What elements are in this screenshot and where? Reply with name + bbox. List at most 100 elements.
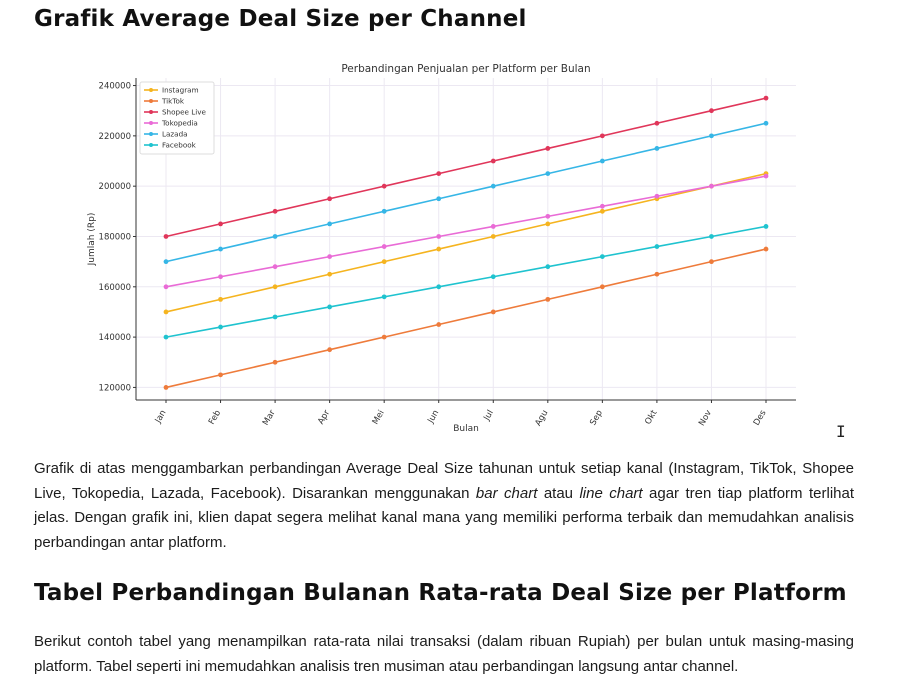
- x-tick-label-2: Mar: [261, 408, 278, 427]
- point-facebook-10: [709, 234, 714, 239]
- point-tiktok-3: [327, 347, 333, 353]
- point-facebook-7: [545, 264, 551, 270]
- point-lazada-8: [599, 158, 605, 164]
- point-tiktok-4: [381, 334, 387, 340]
- x-tick-label-0: Jan: [153, 409, 169, 426]
- point-facebook-9: [654, 244, 660, 249]
- point-facebook-11: [763, 224, 769, 229]
- desc-em-bar-chart: bar chart: [475, 484, 538, 502]
- point-instagram-4: [381, 259, 387, 265]
- point-facebook-8: [599, 254, 605, 260]
- point-tiktok-6: [490, 309, 496, 315]
- point-tiktok-5: [436, 322, 442, 327]
- point-lazada-3: [327, 221, 333, 227]
- chart-title: Perbandingan Penjualan per Platform per …: [341, 63, 590, 75]
- point-instagram-1: [218, 296, 223, 302]
- point-tiktok-8: [599, 284, 605, 290]
- chart-description: Grafik di atas menggambarkan perbandinga…: [34, 457, 854, 555]
- legend-marker-facebook: [149, 143, 153, 147]
- series-line-lazada: [165, 122, 767, 263]
- point-tiktok-2: [272, 359, 278, 365]
- point-instagram-5: [436, 246, 442, 252]
- legend-marker-lazada: [149, 132, 153, 136]
- series-line-instagram: [165, 172, 767, 313]
- point-tiktok-9: [654, 271, 660, 277]
- section-title-table: Tabel Perbandingan Bulanan Rata-rata Dea…: [34, 580, 847, 606]
- point-shopee-live-8: [599, 133, 605, 139]
- point-shopee-live-0: [163, 234, 169, 239]
- point-instagram-6: [490, 234, 496, 239]
- legend-label-tiktok: TikTok: [161, 97, 185, 106]
- point-tiktok-10: [709, 259, 714, 265]
- point-facebook-4: [381, 294, 387, 300]
- series-line-facebook: [165, 225, 767, 338]
- point-shopee-live-1: [218, 221, 223, 227]
- point-tokopedia-5: [436, 234, 442, 239]
- desc-part-1: Grafik di atas menggambarkan perbandinga…: [34, 460, 854, 502]
- legend-marker-shopee-live: [149, 110, 153, 114]
- point-facebook-3: [327, 304, 333, 310]
- point-lazada-9: [654, 146, 660, 151]
- point-lazada-4: [381, 208, 387, 214]
- point-tokopedia-0: [163, 284, 169, 290]
- section-title-chart: Grafik Average Deal Size per Channel: [34, 6, 527, 32]
- point-tokopedia-3: [327, 254, 333, 260]
- point-shopee-live-7: [545, 146, 551, 151]
- x-axis-label: Bulan: [453, 424, 479, 434]
- line-chart-svg: 120000 140000 160000 180000 200000 220000 2400…: [87, 63, 796, 434]
- point-facebook-5: [436, 284, 442, 290]
- series-line-tokopedia: [165, 175, 767, 288]
- y-tick-label-6: 240000: [99, 82, 131, 92]
- point-facebook-0: [163, 334, 169, 340]
- x-tick-label-1: Feb: [207, 409, 223, 427]
- point-shopee-live-9: [654, 120, 660, 126]
- point-tiktok-1: [218, 372, 223, 378]
- x-tick-label-6: Jul: [482, 409, 496, 424]
- text-cursor-icon: I: [836, 422, 846, 441]
- point-lazada-5: [436, 196, 442, 202]
- point-instagram-7: [545, 221, 551, 227]
- legend-marker-tiktok: [149, 99, 153, 103]
- legend-label-shopee-live: Shopee Live: [162, 108, 206, 117]
- point-tokopedia-9: [654, 193, 660, 199]
- point-lazada-11: [763, 120, 769, 126]
- x-tick-label-7: Agu: [533, 409, 550, 428]
- point-shopee-live-2: [272, 208, 278, 214]
- legend-marker-tokopedia: [149, 121, 153, 125]
- x-tick-label-10: Nov: [697, 409, 714, 428]
- point-lazada-10: [709, 133, 714, 139]
- point-tiktok-11: [763, 246, 769, 252]
- x-tick-label-9: Okt: [643, 408, 659, 427]
- y-tick-label-3: 180000: [99, 232, 131, 242]
- point-lazada-6: [490, 183, 496, 189]
- legend-label-instagram: Instagram: [162, 86, 199, 95]
- point-facebook-2: [272, 314, 278, 320]
- x-tick-label-11: Des: [752, 408, 769, 428]
- y-tick-label-4: 200000: [99, 182, 131, 192]
- x-tick-label-4: Mei: [371, 409, 387, 427]
- point-tokopedia-6: [490, 224, 496, 229]
- point-shopee-live-6: [490, 158, 496, 164]
- point-tokopedia-10: [709, 183, 714, 189]
- y-tick-label-2: 160000: [99, 283, 131, 293]
- desc-em-line-chart: line chart: [579, 484, 643, 502]
- series-line-shopee-live: [165, 97, 767, 238]
- point-shopee-live-5: [436, 171, 442, 176]
- point-lazada-0: [163, 259, 169, 265]
- table-description: Berikut contoh tabel yang menampilkan ra…: [34, 633, 854, 675]
- line-chart: 120000 140000 160000 180000 200000 220000 2400…: [80, 58, 810, 438]
- point-tokopedia-7: [545, 213, 551, 219]
- y-axis-label: Jumlah (Rp): [87, 213, 97, 267]
- point-tokopedia-11: [763, 173, 769, 179]
- x-tick-label-3: Apr: [316, 408, 332, 426]
- point-instagram-0: [163, 309, 169, 315]
- point-instagram-8: [599, 208, 605, 214]
- point-tokopedia-8: [599, 203, 605, 209]
- x-tick-label-5: Jun: [426, 409, 442, 426]
- point-instagram-2: [272, 284, 278, 290]
- point-tiktok-0: [163, 385, 169, 390]
- point-facebook-6: [490, 274, 496, 280]
- point-shopee-live-3: [327, 196, 333, 202]
- point-shopee-live-4: [381, 183, 387, 189]
- point-lazada-7: [545, 171, 551, 176]
